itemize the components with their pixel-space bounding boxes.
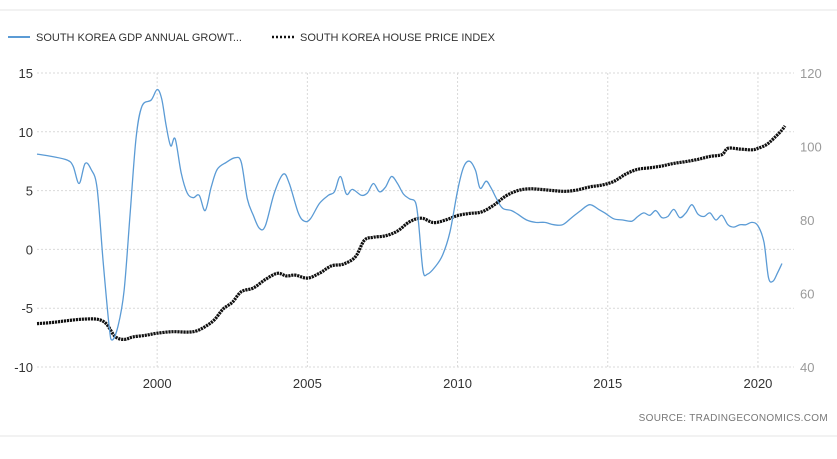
grid-lines [37,72,794,368]
legend: SOUTH KOREA GDP ANNUAL GROWT... SOUTH KO… [8,32,496,44]
series-layer [36,88,787,341]
x-tick-label: 2020 [743,376,772,391]
left-tick-label: 5 [26,184,33,199]
right-axis-ticks: 120 100 80 60 40 [800,66,822,375]
left-tick-label: 15 [19,66,33,81]
right-tick-label: 40 [800,360,814,375]
series-line-gdp-growth [36,88,783,341]
series-line-house-price-index [36,124,787,341]
x-tick-label: 2010 [443,376,472,391]
x-axis-ticks: 2000 2005 2010 2015 2020 [143,376,773,391]
right-tick-label: 120 [800,66,822,81]
legend-label-gdp[interactable]: SOUTH KOREA GDP ANNUAL GROWT... [36,32,242,44]
source-label: SOURCE: TRADINGECONOMICS.COM [639,413,828,424]
left-tick-label: -5 [21,301,33,316]
left-tick-label: 10 [19,125,33,140]
legend-label-hpi[interactable]: SOUTH KOREA HOUSE PRICE INDEX [300,32,496,44]
x-tick-label: 2005 [293,376,322,391]
x-tick-label: 2000 [143,376,172,391]
left-axis-ticks: 15 10 5 0 -5 -10 [14,66,33,375]
left-tick-label: 0 [26,242,33,257]
right-tick-label: 60 [800,287,814,302]
x-tick-label: 2015 [593,376,622,391]
right-tick-label: 100 [800,140,822,155]
left-tick-label: -10 [14,360,33,375]
right-tick-label: 80 [800,213,814,228]
